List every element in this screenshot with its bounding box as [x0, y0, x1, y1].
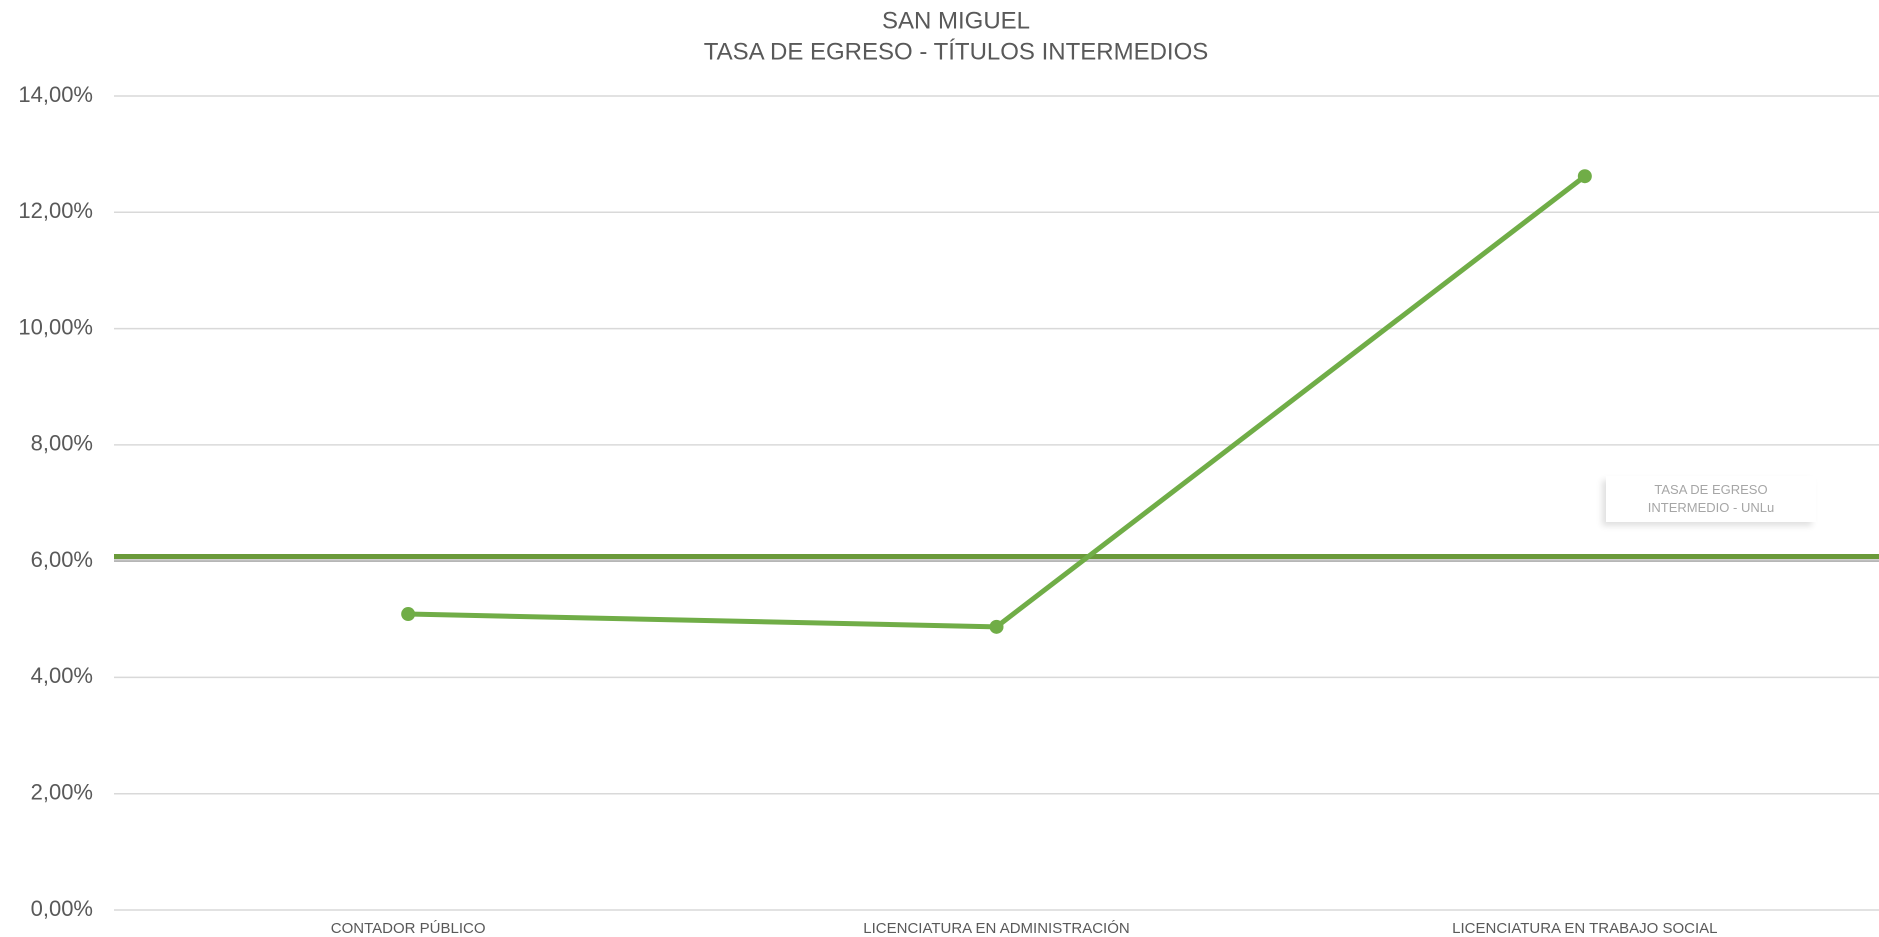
point: [989, 619, 1004, 634]
y-tick-label: 12,00%: [18, 198, 93, 223]
x-tick-label: LICENCIATURA EN TRABAJO SOCIAL: [1452, 920, 1717, 937]
y-tick-label: 4,00%: [31, 663, 93, 688]
x-tick-label: CONTADOR PÚBLICO: [331, 920, 486, 937]
chart-subtitle: TASA DE EGRESO - TÍTULOS INTERMEDIOS: [704, 38, 1209, 65]
y-tick-label: 8,00%: [31, 431, 93, 456]
x-tick-label: LICENCIATURA EN ADMINISTRACIÓN: [863, 920, 1129, 937]
y-tick-label: 2,00%: [31, 780, 93, 805]
point: [401, 607, 416, 622]
point: [1577, 169, 1592, 184]
chart-title: SAN MIGUEL: [882, 7, 1030, 34]
y-tick-label: 10,00%: [18, 314, 93, 339]
y-tick-label: 6,00%: [31, 547, 93, 572]
y-tick-label: 0,00%: [31, 896, 93, 921]
reference-label: TASA DE EGRESO INTERMEDIO - UNLu: [1606, 476, 1816, 522]
y-tick-label: 14,00%: [18, 82, 93, 107]
